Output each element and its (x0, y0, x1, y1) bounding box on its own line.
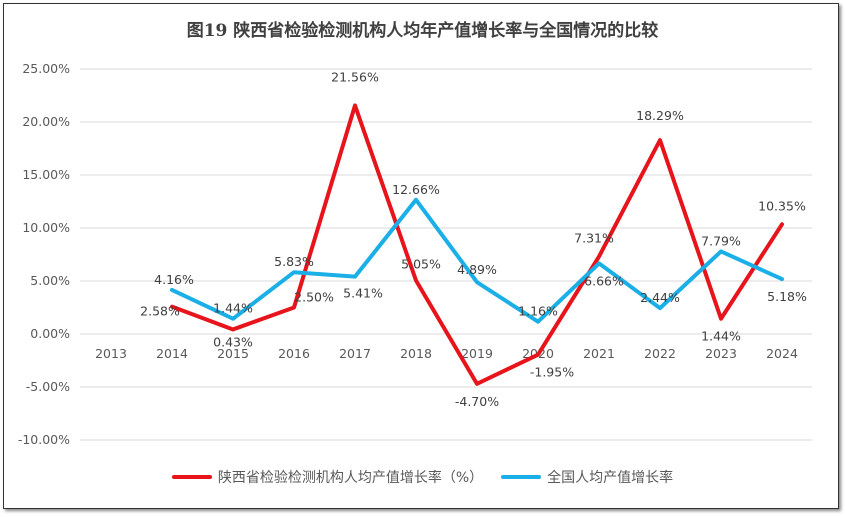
legend-swatch-blue (501, 475, 542, 479)
x-tick-label: 2023 (705, 346, 737, 361)
data-label: 1.44% (701, 329, 741, 344)
legend-label: 全国人均产值增长率 (547, 470, 674, 486)
series-line-national (170, 197, 784, 324)
data-label: -1.95% (530, 365, 574, 380)
data-label: 18.29% (636, 108, 684, 123)
y-tick-label: -10.00% (18, 432, 70, 447)
x-tick-label: 2018 (400, 346, 432, 361)
chart-title: 图19 陕西省检验检测机构人均年产值增长率与全国情况的比较 (186, 21, 659, 41)
data-label: 5.05% (401, 256, 441, 271)
data-label: 5.41% (343, 286, 383, 301)
legend-item-shaanxi: 陕西省检验检测机构人均产值增长率（%） (171, 467, 484, 487)
legend: 陕西省检验检测机构人均产值增长率（%） 全国人均产值增长率 (0, 467, 845, 487)
data-label: 6.66% (584, 273, 624, 288)
data-label: 0.43% (213, 334, 253, 349)
data-label: 21.56% (331, 69, 379, 84)
data-label: 1.16% (518, 304, 558, 319)
series-line-shaanxi (170, 103, 784, 386)
data-label: 1.44% (213, 301, 253, 316)
y-tick-label: -5.00% (26, 379, 70, 394)
x-tick-label: 2013 (95, 346, 127, 361)
legend-item-national: 全国人均产值增长率 (501, 467, 673, 487)
x-tick-label: 2016 (278, 346, 310, 361)
x-tick-label: 2024 (766, 346, 798, 361)
data-label: 10.35% (758, 198, 806, 213)
data-label: 2.44% (640, 290, 680, 305)
x-tick-label: 2015 (217, 346, 249, 361)
data-label: 12.66% (392, 182, 440, 197)
legend-label: 陕西省检验检测机构人均产值增长率（%） (217, 470, 484, 486)
x-tick-label: 2021 (583, 346, 615, 361)
y-tick-label: 10.00% (22, 220, 70, 235)
data-label: 4.89% (457, 262, 497, 277)
y-tick-label: 0.00% (30, 326, 70, 341)
legend-swatch-red (171, 475, 212, 479)
data-label: 2.50% (294, 290, 334, 305)
y-tick-label: 5.00% (30, 273, 70, 288)
y-tick-label: 25.00% (22, 61, 70, 76)
x-tick-label: 2014 (156, 346, 188, 361)
x-tick-label: 2022 (644, 346, 676, 361)
data-label: 2.58% (140, 304, 180, 319)
data-label: 5.18% (767, 289, 807, 304)
y-tick-label: 15.00% (22, 167, 70, 182)
data-label: 5.83% (274, 254, 314, 269)
data-label: 7.31% (574, 231, 614, 246)
x-tick-label: 2017 (339, 346, 371, 361)
data-label: 4.16% (154, 272, 194, 287)
x-tick-label: 2019 (461, 346, 493, 361)
y-tick-label: 20.00% (22, 114, 70, 129)
data-label: 7.79% (701, 233, 741, 248)
data-label: -4.70% (455, 394, 499, 409)
